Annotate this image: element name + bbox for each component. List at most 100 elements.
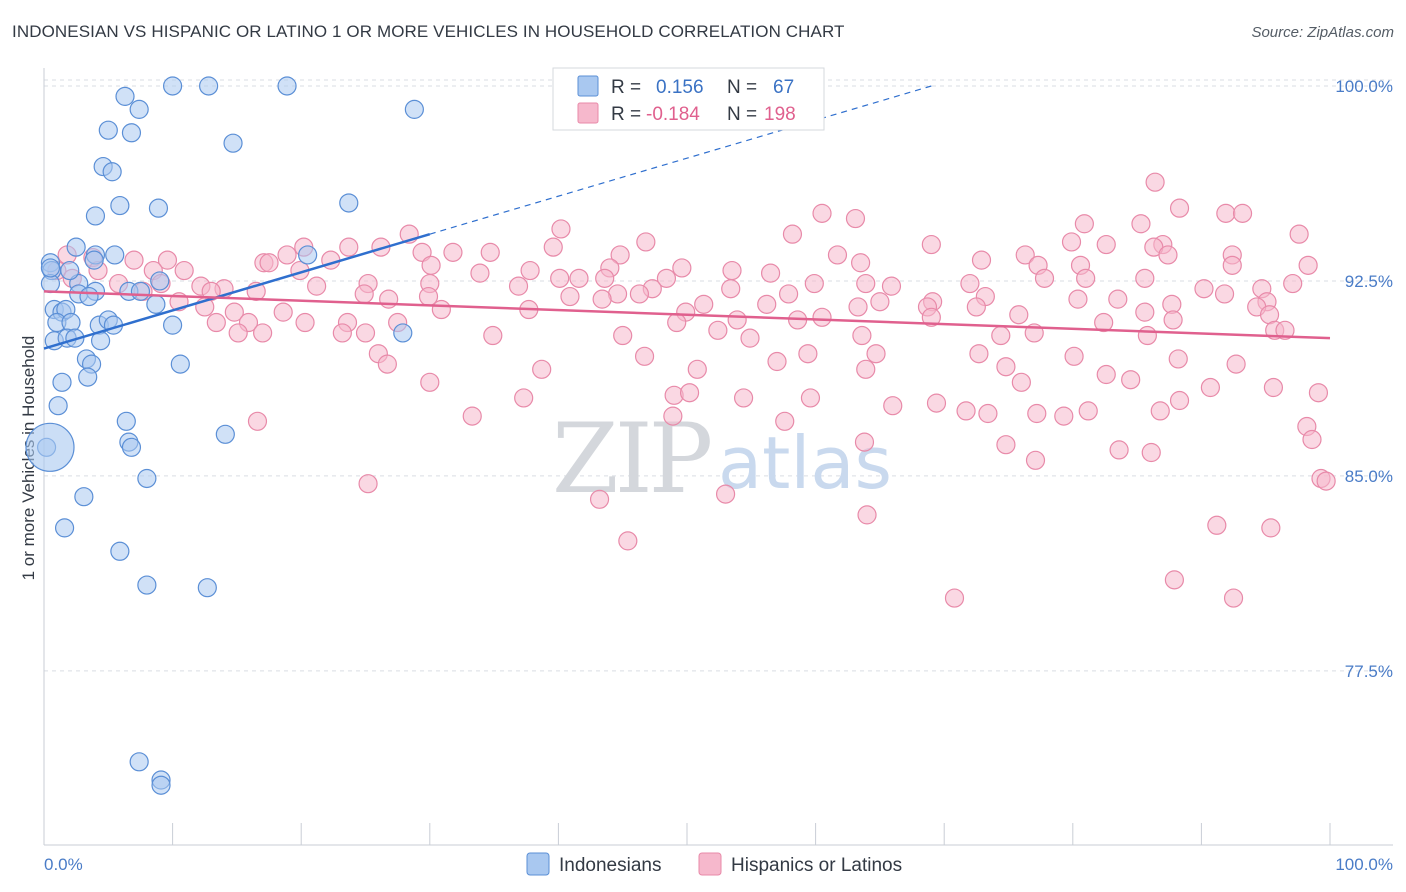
hispanics-point — [1289, 224, 1309, 244]
hispanics-point — [921, 307, 941, 327]
indonesians-point — [129, 752, 149, 772]
hispanics-point — [206, 312, 226, 333]
indonesians-point — [148, 198, 169, 218]
trend-line-indonesians — [43, 232, 431, 350]
indonesians-point — [52, 372, 72, 392]
hispanics-point — [854, 432, 875, 452]
hispanics-point — [969, 344, 989, 364]
hispanics-point — [1131, 214, 1151, 234]
hispanics-point — [1011, 372, 1031, 392]
watermark-zip: ZIP — [552, 403, 711, 515]
trend-line-hispanics — [43, 290, 1331, 340]
indonesians-point — [60, 260, 80, 281]
indonesians-point — [48, 396, 68, 416]
hispanics-point — [845, 208, 866, 229]
hispanics-point — [800, 388, 821, 408]
hispanics-point — [996, 357, 1016, 377]
hispanics-point — [462, 406, 482, 426]
hispanics-point — [589, 489, 610, 509]
hispanics-point — [782, 224, 803, 244]
hispanics-point — [851, 253, 871, 273]
hispanics-point — [881, 276, 902, 296]
hispanics-point — [1096, 234, 1116, 255]
hispanics-point — [1163, 310, 1183, 330]
bottom-legend-swatch-indonesians — [526, 852, 550, 876]
hispanics-point — [715, 484, 736, 504]
hispanics-point — [767, 351, 787, 372]
hispanics-point — [1214, 284, 1235, 304]
indonesians-point — [137, 468, 157, 489]
hispanics-point — [812, 203, 832, 223]
bottom-legend: Indonesians Hispanics or Latinos — [526, 852, 902, 876]
y-tick-labels: 100.0% 92.5% 85.0% 77.5% — [1335, 77, 1393, 681]
hispanics-point — [798, 344, 818, 364]
hispanics-point — [532, 359, 552, 379]
hispanics-point — [1226, 354, 1246, 374]
indonesians-point — [197, 578, 217, 598]
indonesians-point — [163, 315, 183, 335]
hispanics-point — [1216, 203, 1236, 223]
indonesians-point — [54, 518, 75, 538]
hispanics-point — [1275, 320, 1295, 340]
indonesians-point — [151, 775, 171, 795]
hispanics-point — [1169, 198, 1190, 218]
hispanics-point — [656, 268, 677, 288]
legend-r-label-1: R = — [611, 77, 641, 98]
hispanics-point — [804, 273, 824, 294]
hispanics-point — [420, 372, 440, 392]
hispanics-point — [757, 294, 777, 314]
legend-swatch-pink — [577, 102, 599, 124]
hispanics-point — [852, 325, 872, 346]
indonesians-point — [61, 312, 81, 333]
hispanics-point — [379, 289, 399, 309]
indonesians-point — [404, 99, 424, 119]
legend-n-value-1: 67 — [773, 77, 794, 98]
hispanics-point — [307, 276, 327, 296]
hispanics-point — [1034, 268, 1055, 288]
hispanics-point — [866, 344, 886, 364]
series-indonesians-points — [25, 76, 424, 795]
hispanics-point — [991, 325, 1011, 346]
indonesians-point — [110, 195, 130, 216]
hispanics-point — [629, 284, 650, 304]
hispanics-point — [174, 260, 194, 281]
legend-box: R = 0.156 N = 67 R = -0.184 N = 198 — [552, 67, 825, 131]
hispanics-point — [856, 273, 876, 294]
indonesians-point — [115, 86, 135, 106]
hispanics-point — [1200, 377, 1221, 398]
indonesians-point — [110, 541, 130, 561]
legend-swatch-blue — [577, 75, 599, 97]
hispanics-point — [1223, 588, 1244, 608]
legend-n-label-1: N = — [727, 77, 757, 98]
hispanics-point — [277, 245, 297, 265]
hispanics-point — [224, 302, 244, 322]
hispanics-point — [295, 312, 315, 333]
hispanics-point — [1009, 305, 1029, 325]
indonesians-point — [163, 76, 183, 96]
indonesians-point — [74, 487, 94, 507]
chart-title: INDONESIAN VS HISPANIC OR LATINO 1 OR MO… — [12, 22, 845, 41]
hispanics-point — [663, 406, 683, 426]
hispanics-point — [978, 403, 998, 424]
hispanics-point — [421, 255, 441, 275]
hispanics-point — [259, 253, 279, 273]
hispanics-point — [733, 388, 754, 408]
hispanics-point — [483, 325, 503, 346]
indonesians-point — [66, 237, 86, 257]
hispanics-point — [944, 588, 965, 608]
grid-lines — [44, 79, 1393, 672]
hispanics-point — [996, 435, 1016, 455]
indonesians-point — [393, 323, 413, 343]
hispanics-point — [592, 289, 612, 309]
hispanics-point — [971, 250, 992, 270]
source-label: Source: ZipAtlas.com — [1251, 24, 1394, 41]
hispanics-point — [443, 242, 463, 262]
hispanics-point — [228, 323, 248, 343]
hispanics-point — [956, 401, 976, 421]
hispanics-point — [1207, 515, 1227, 535]
hispanics-point — [856, 359, 876, 379]
indonesians-point — [199, 76, 219, 96]
hispanics-point — [1145, 172, 1165, 192]
hispanics-point — [883, 396, 903, 416]
